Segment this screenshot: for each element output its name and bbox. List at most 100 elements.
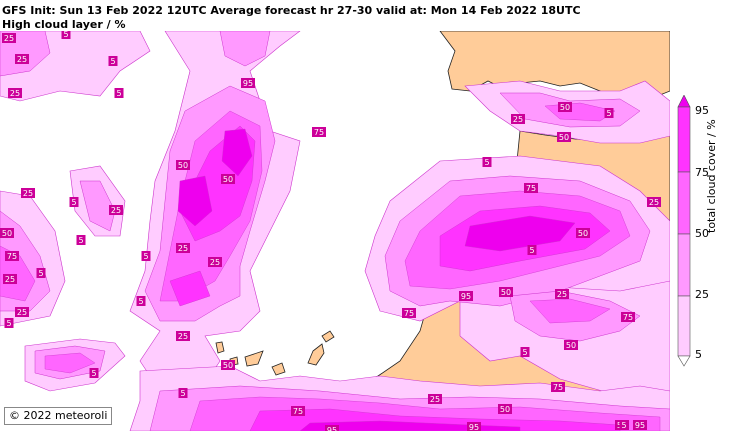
contour-label-box	[459, 291, 473, 301]
contour-label-text: 25	[557, 290, 567, 299]
cloud-level-95	[177, 128, 576, 431]
contour-label-text: 25	[17, 308, 27, 317]
colorbar-band-50-75	[677, 171, 691, 235]
contour-label-box	[5, 251, 19, 261]
colorbar-label: total cloud cover / %	[705, 119, 718, 233]
contour-label-text: 75	[526, 184, 536, 193]
canary-fuerteventura	[307, 343, 325, 366]
contour-label-box	[241, 78, 255, 88]
contour-label: 25	[109, 205, 123, 215]
colorbar-tick-label: 5	[695, 348, 702, 361]
canary-gran-canaria	[271, 362, 286, 376]
cloud-region	[464, 215, 576, 252]
contour-label-box	[208, 257, 222, 267]
contour-label-text: 50	[500, 405, 510, 414]
contour-label-box	[312, 127, 326, 137]
contour-label-box	[76, 235, 86, 245]
contour-label-text: 95	[635, 421, 645, 430]
contour-label: 5	[36, 268, 46, 278]
contour-label-box	[136, 296, 146, 306]
contour-label: 25	[208, 257, 222, 267]
contour-label: 5	[61, 31, 71, 39]
contour-label-box	[4, 318, 14, 328]
contour-label: 25	[2, 33, 16, 43]
contour-label-box	[428, 394, 442, 404]
contour-label: 5	[89, 368, 99, 378]
contour-label: 5	[108, 56, 118, 66]
contour-label-text: 25	[210, 258, 220, 267]
contour-label-text: 75	[293, 407, 303, 416]
contour-label: 95	[467, 422, 481, 431]
contour-label-box	[527, 245, 537, 255]
contour-label-box	[221, 360, 235, 370]
contour-label: 5	[76, 235, 86, 245]
contour-label-text: 5	[484, 158, 489, 167]
contour-label-text: 50	[178, 161, 188, 170]
contour-label: 95	[459, 291, 473, 301]
contour-label-box	[498, 404, 512, 414]
contour-label: 25	[21, 188, 35, 198]
contour-label-box	[176, 331, 190, 341]
colorbar-tick-label: 95	[695, 104, 709, 117]
contour-label-text: 25	[5, 275, 15, 284]
contour-label: 50	[499, 287, 513, 297]
contour-label-text: 50	[578, 229, 588, 238]
contour-label-box	[109, 205, 123, 215]
colorbar-tick-label: 50	[695, 227, 709, 240]
contour-label-box	[176, 243, 190, 253]
contour-label-text: 5	[116, 89, 121, 98]
contour-label: 75	[5, 251, 19, 261]
contour-label-box	[576, 228, 590, 238]
cloud-region	[44, 352, 96, 374]
contour-label: 50	[221, 360, 235, 370]
contour-label-text: 25	[178, 244, 188, 253]
contour-label-text: 75	[553, 383, 563, 392]
contour-label-box	[141, 251, 151, 261]
contour-label-text: 50	[566, 341, 576, 350]
cloud-region	[169, 270, 211, 307]
contour-label-box	[325, 425, 339, 431]
contour-label: 25	[428, 394, 442, 404]
colorbar-tick-label: 25	[695, 288, 709, 301]
contour-label-box	[524, 183, 538, 193]
contour-label-text: 50	[223, 361, 233, 370]
contour-label: 75	[621, 312, 635, 322]
contour-label: 25	[15, 54, 29, 64]
contour-label: 95	[325, 425, 339, 431]
contour-label: 25	[176, 331, 190, 341]
contour-label-box	[619, 420, 629, 430]
contour-label-text: 95	[461, 292, 471, 301]
cloud-region	[221, 128, 253, 177]
contour-label: 95	[633, 420, 647, 430]
colorbar-top-arrow	[677, 95, 691, 108]
contour-label: 95	[241, 78, 255, 88]
contour-label-box	[520, 347, 530, 357]
contour-label-box	[511, 114, 525, 124]
cloud-region	[177, 175, 213, 227]
contour-label-box	[564, 340, 578, 350]
contour-label: 5	[69, 197, 79, 207]
contour-label-text: 25	[111, 206, 121, 215]
contour-label: 5	[482, 157, 492, 167]
contour-label-text: 5	[6, 319, 11, 328]
contour-label-box	[291, 406, 305, 416]
contour-label-text: 25	[513, 115, 523, 124]
contour-label-box	[0, 228, 14, 238]
contour-label-text: 5	[522, 348, 527, 357]
colorbar-band-25-50	[677, 233, 691, 297]
contour-label-box	[15, 54, 29, 64]
contour-label-box	[61, 31, 71, 39]
contour-label-text: 5	[180, 389, 185, 398]
contour-label: 25	[555, 289, 569, 299]
contour-label: 5	[527, 245, 537, 255]
contour-label-box	[21, 188, 35, 198]
contour-label-text: 25	[178, 332, 188, 341]
cloud-region	[299, 420, 521, 431]
contour-label: 25	[176, 243, 190, 253]
contour-label-box	[15, 307, 29, 317]
contour-label-box	[2, 33, 16, 43]
cloud-region	[79, 180, 116, 232]
contour-label: 5	[141, 251, 151, 261]
contour-label-box	[36, 268, 46, 278]
